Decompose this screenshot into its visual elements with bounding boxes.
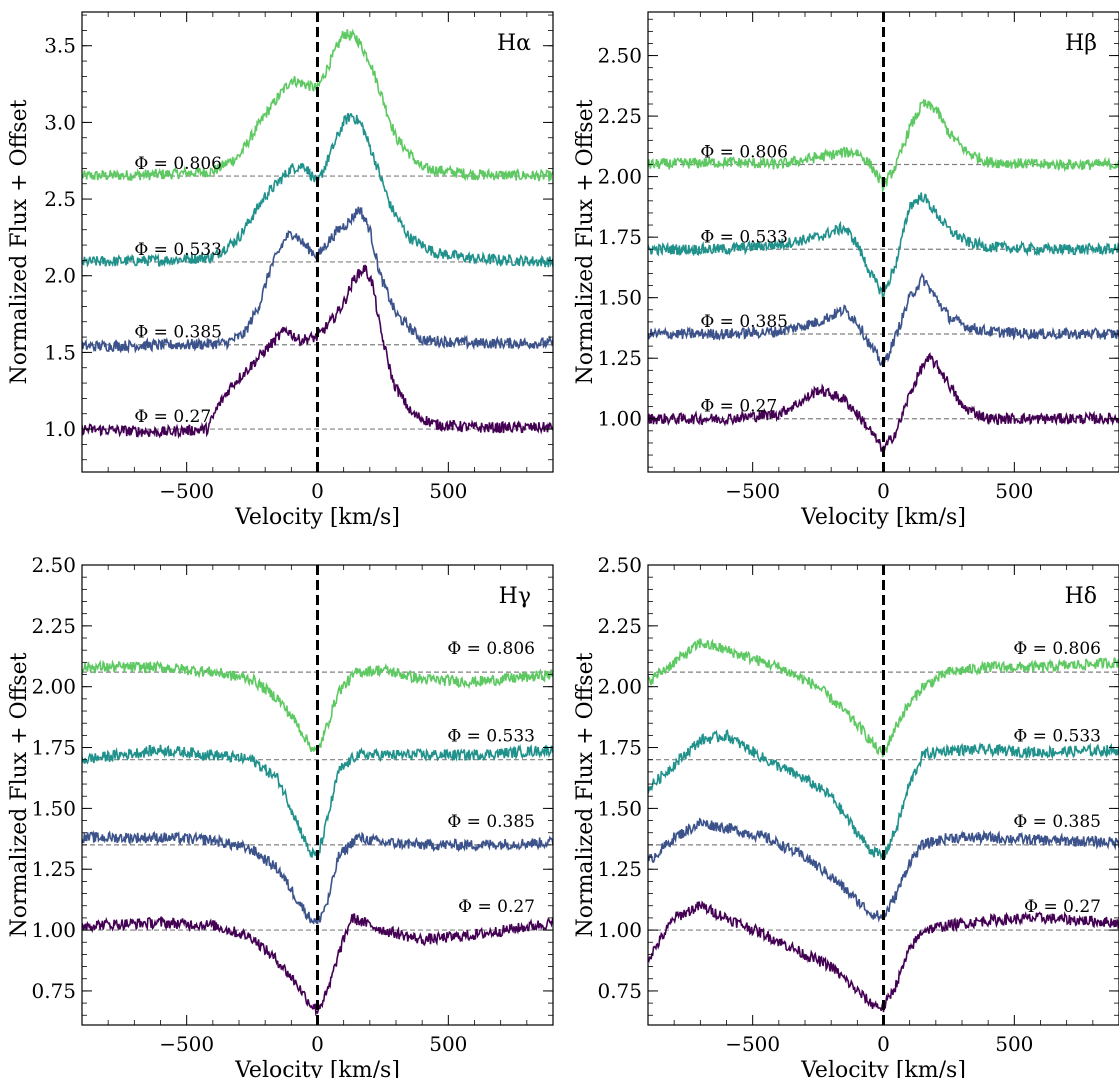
spectrum-series-line [648,900,1119,1013]
y-axis-label: Normalized Flux + Offset [7,99,32,384]
x-tick-label: 0 [311,1032,324,1056]
spectrum-series-line [82,28,553,182]
y-tick-label: 2.50 [597,553,642,577]
y-tick-label: 2.25 [31,614,76,638]
x-axis-label: Velocity [km/s] [234,505,400,530]
spectral-line-label: Hβ [1065,31,1097,56]
phase-label: Φ = 0.385 [1013,812,1101,832]
y-tick-label: 1.25 [31,857,76,881]
panel-2: −500 0 500 1.00 1.25 1.50 1.75 2.00 2.25 2.50 Velo… [573,11,1119,530]
phase-label: Φ = 0.806 [447,639,535,659]
x-axis-label: Velocity [km/s] [800,1058,966,1078]
spectrum-series-line [648,352,1119,453]
spectrum-series-line [82,913,553,1017]
x-axis-label: Velocity [km/s] [234,1058,400,1078]
y-tick-label: 1.00 [597,407,642,431]
y-tick-label: 1.75 [31,736,76,760]
panel-4: −500 0 500 0.75 1.00 1.25 1.50 1.75 2.00 2.25 2.50… [573,553,1119,1078]
y-tick-label: 3.5 [44,34,76,58]
phase-label: Φ = 0.806 [700,143,788,163]
spectrum-series-line [82,829,553,925]
spectral-line-label: Hα [497,31,531,56]
y-tick-label: 2.25 [597,614,642,638]
y-axis-label: Normalized Flux + Offset [573,99,598,384]
y-tick-label: 0.75 [597,979,642,1003]
phase-label: Φ = 0.533 [134,240,222,260]
y-axis-label: Normalized Flux + Offset [7,652,32,937]
plot-area [82,565,553,1025]
x-tick-label: 500 [429,1032,467,1056]
y-tick-label: 2.25 [597,104,642,128]
spectral-line-label: Hγ [499,584,531,609]
phase-label: Φ = 0.27 [1024,897,1101,917]
phase-label: Φ = 0.385 [134,323,222,343]
x-axis-label: Velocity [km/s] [800,505,966,530]
y-tick-label: 2.50 [31,553,76,577]
x-tick-label: 500 [429,479,467,503]
y-tick-label: 2.00 [597,165,642,189]
y-tick-label: 1.25 [597,346,642,370]
y-tick-label: 1.75 [597,736,642,760]
y-tick-label: 2.0 [44,264,76,288]
phase-label: Φ = 0.806 [134,154,222,174]
y-tick-label: 1.75 [597,225,642,249]
y-tick-label: 2.50 [597,44,642,68]
plot-area [648,565,1119,1025]
x-tick-label: 500 [995,1032,1033,1056]
y-tick-label: 3.0 [44,110,76,134]
x-tick-label: −500 [159,1032,214,1056]
panel-3: −500 0 500 0.75 1.00 1.25 1.50 1.75 2.00 2.25 2.50… [7,553,554,1078]
x-tick-label: −500 [725,1032,780,1056]
x-tick-label: −500 [725,479,780,503]
y-tick-label: 2.00 [31,675,76,699]
y-tick-label: 0.75 [31,979,76,1003]
x-tick-label: −500 [159,479,214,503]
y-tick-label: 1.50 [597,286,642,310]
y-tick-label: 2.00 [597,675,642,699]
y-axis-label: Normalized Flux + Offset [573,652,598,937]
y-tick-label: 1.25 [597,857,642,881]
phase-label: Φ = 0.27 [458,897,535,917]
phase-label: Φ = 0.533 [1013,727,1101,747]
phase-label: Φ = 0.27 [700,397,777,417]
y-tick-label: 2.5 [44,187,76,211]
x-tick-label: 500 [995,479,1033,503]
phase-label: Φ = 0.806 [1013,639,1101,659]
phase-label: Φ = 0.385 [447,812,535,832]
x-tick-label: 0 [877,1032,890,1056]
phase-label: Φ = 0.27 [134,407,211,427]
spectral-line-label: Hδ [1065,584,1097,609]
spectrum-series-line [648,637,1119,758]
phase-label: Φ = 0.533 [700,227,788,247]
plot-area [648,12,1119,472]
phase-label: Φ = 0.533 [447,727,535,747]
x-tick-label: 0 [877,479,890,503]
panel-1: −500 0 500 1.0 1.5 2.0 2.5 3.0 3.5 Velocity [km/s… [7,11,554,530]
x-tick-label: 0 [311,479,324,503]
y-tick-label: 1.00 [31,918,76,942]
y-tick-label: 1.0 [44,417,76,441]
y-tick-label: 1.50 [597,796,642,820]
y-tick-label: 1.5 [44,340,76,364]
phase-label: Φ = 0.385 [700,312,788,332]
y-tick-label: 1.50 [31,796,76,820]
spectrum-series-line [648,97,1119,193]
plot-area [82,12,553,472]
y-tick-label: 1.00 [597,918,642,942]
